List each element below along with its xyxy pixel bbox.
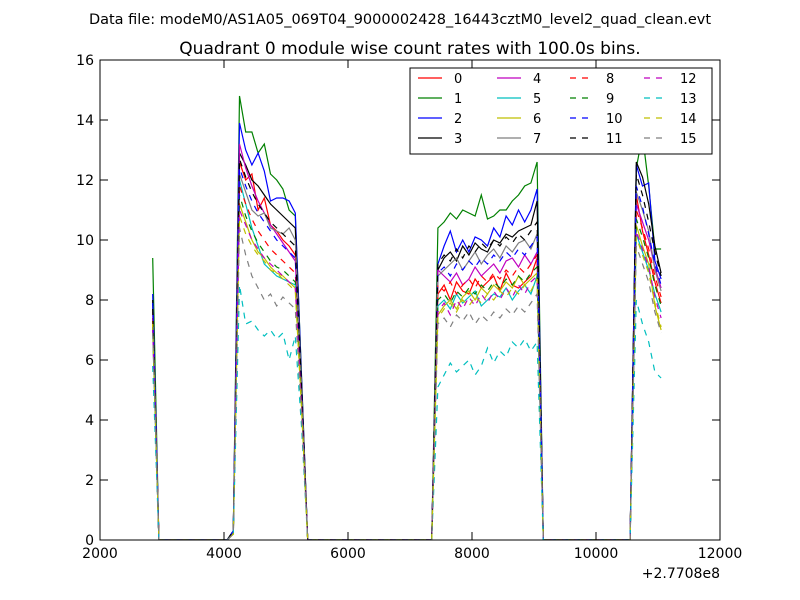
y-tick-label: 2 <box>85 473 94 489</box>
x-tick-label: 6000 <box>330 546 366 562</box>
legend-box <box>409 67 713 155</box>
y-tick-label: 14 <box>76 113 94 129</box>
y-tick-label: 10 <box>76 233 94 249</box>
legend-label-4: 4 <box>533 72 541 87</box>
legend-label-11: 11 <box>606 132 623 147</box>
legend-label-2: 2 <box>454 112 462 127</box>
legend-label-0: 0 <box>454 72 462 87</box>
x-tick-label: 8000 <box>454 546 490 562</box>
legend-label-3: 3 <box>454 132 462 147</box>
x-offset-label: +2.7708e8 <box>642 566 720 582</box>
legend-label-9: 9 <box>606 92 614 107</box>
plot-area: 2000 4000 6000 8000 10000 1200002468101214160… <box>76 53 742 562</box>
y-tick-label: 6 <box>85 353 94 369</box>
y-tick-label: 8 <box>85 293 94 309</box>
y-tick-label: 0 <box>85 533 94 549</box>
legend-label-8: 8 <box>606 72 614 87</box>
x-tick-label: 10000 <box>574 546 619 562</box>
x-tick-label: 12000 <box>698 546 743 562</box>
x-tick-label: 2000 <box>82 546 118 562</box>
legend-label-10: 10 <box>606 112 623 127</box>
legend-label-14: 14 <box>680 112 697 127</box>
y-tick-label: 4 <box>85 413 94 429</box>
legend-label-7: 7 <box>533 132 541 147</box>
legend-label-6: 6 <box>533 112 541 127</box>
legend-label-13: 13 <box>680 92 697 107</box>
legend-label-12: 12 <box>680 72 697 87</box>
data-file-suptitle: Data file: modeM0/AS1A05_069T04_90000024… <box>89 12 711 28</box>
legend-label-15: 15 <box>680 132 697 147</box>
legend-label-5: 5 <box>533 92 541 107</box>
chart-title: Quadrant 0 module wise count rates with … <box>179 39 640 59</box>
x-tick-label: 4000 <box>206 546 242 562</box>
series-lines <box>152 95 662 540</box>
y-tick-label: 16 <box>76 53 94 69</box>
y-tick-label: 12 <box>76 173 94 189</box>
legend-label-1: 1 <box>454 92 462 107</box>
